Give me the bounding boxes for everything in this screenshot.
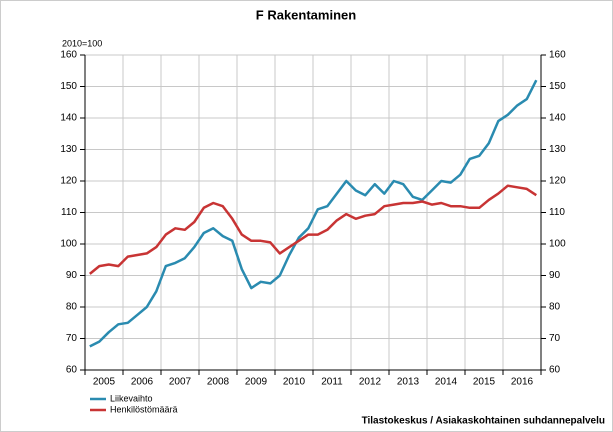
x-tick-label: 2012 — [359, 377, 382, 388]
chart-title: F Rakentaminen — [256, 7, 356, 22]
series-line — [89, 79, 538, 348]
y-tick-label: 120 — [60, 176, 77, 187]
y2-tick-label: 150 — [549, 81, 566, 92]
y2-tick-label: 60 — [549, 365, 561, 376]
y-tick-label: 130 — [60, 144, 77, 155]
series-line — [89, 184, 537, 275]
legend-label: Henkilöstömäärä — [110, 404, 178, 414]
x-tick-label: 2010 — [283, 377, 306, 388]
x-tick-label: 2013 — [397, 377, 420, 388]
x-tick-label: 2009 — [245, 377, 268, 388]
y-axis-label: 2010=100 — [62, 38, 102, 48]
y2-tick-label: 130 — [549, 144, 566, 155]
x-tick-label: 2016 — [511, 377, 534, 388]
y-tick-label: 110 — [61, 207, 77, 218]
y-tick-label: 80 — [66, 302, 78, 313]
y2-tick-label: 70 — [549, 333, 561, 344]
x-tick-label: 2008 — [207, 377, 230, 388]
y2-tick-label: 110 — [549, 207, 565, 218]
x-tick-label: 2011 — [321, 377, 343, 388]
y-tick-label: 140 — [60, 113, 77, 124]
x-tick-label: 2005 — [93, 377, 116, 388]
y-tick-label: 150 — [60, 81, 77, 92]
y2-tick-label: 90 — [549, 270, 561, 281]
x-tick-label: 2006 — [131, 377, 154, 388]
x-tick-label: 2007 — [169, 377, 192, 388]
y2-tick-label: 80 — [549, 302, 561, 313]
y-tick-label: 90 — [66, 270, 78, 281]
y2-tick-label: 120 — [549, 176, 566, 187]
y-tick-label: 160 — [60, 50, 77, 61]
y-tick-label: 100 — [60, 239, 77, 250]
y-tick-label: 70 — [66, 333, 78, 344]
x-tick-label: 2014 — [435, 377, 458, 388]
y2-tick-label: 100 — [549, 239, 566, 250]
y2-tick-label: 140 — [549, 113, 566, 124]
x-tick-label: 2015 — [473, 377, 496, 388]
legend-label: Liikevaihto — [110, 393, 153, 403]
source: Tilastokeskus / Asiakaskohtainen suhdann… — [362, 416, 605, 427]
y2-tick-label: 160 — [549, 50, 566, 61]
y-tick-label: 60 — [66, 365, 78, 376]
